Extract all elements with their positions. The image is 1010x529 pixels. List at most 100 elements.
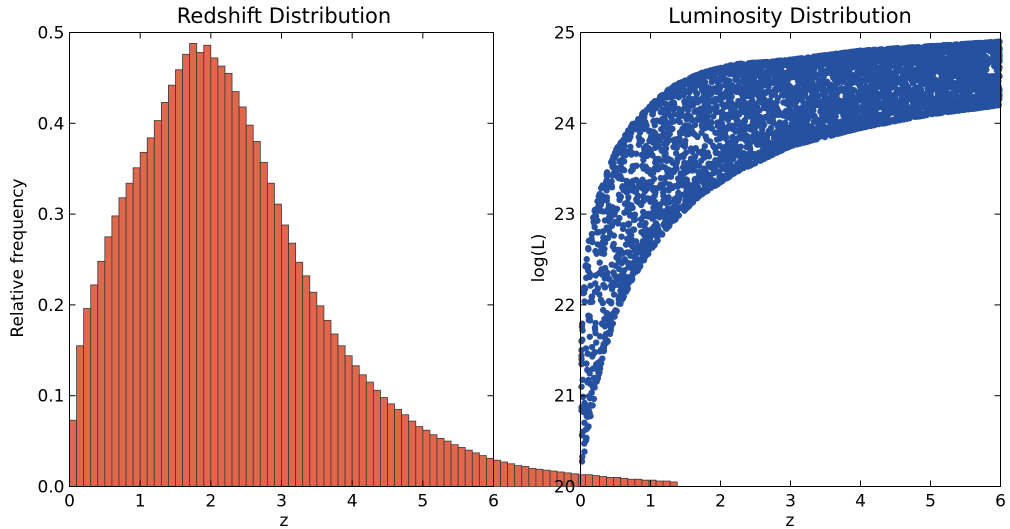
scatter-point	[858, 115, 866, 122]
scatter-point	[732, 76, 739, 84]
histogram-bar	[238, 106, 247, 487]
scatter-point	[713, 104, 720, 111]
scatter-point	[745, 141, 753, 148]
histogram-bar	[224, 72, 233, 487]
scatter-point	[629, 162, 637, 170]
histogram-bar	[69, 419, 77, 487]
histogram-bar	[606, 477, 615, 487]
scatter-point	[588, 230, 596, 238]
scatter-point	[805, 115, 812, 122]
scatter-point	[584, 350, 591, 357]
histogram-bar	[478, 455, 487, 487]
scatter-point	[666, 181, 673, 188]
scatter-point	[665, 172, 672, 180]
histogram-bar	[669, 481, 678, 487]
scatter-point	[620, 158, 628, 165]
scatter-point	[659, 163, 666, 170]
scatter-point	[706, 138, 714, 145]
scatter-point	[649, 138, 657, 146]
scatter-point	[642, 229, 649, 236]
scatter-point	[909, 87, 917, 94]
histogram-bar	[203, 44, 212, 487]
scatter-point	[712, 129, 719, 136]
scatter-point	[792, 141, 800, 148]
scatter-point	[711, 167, 718, 175]
scatter-point	[658, 125, 665, 133]
scatter-point	[878, 92, 886, 100]
scatter-point	[845, 72, 852, 79]
scatter-point	[929, 42, 936, 50]
scatter-point	[583, 256, 590, 263]
histogram-bar	[500, 461, 509, 487]
scatter-point	[807, 78, 815, 86]
scatter-point	[683, 88, 691, 95]
scatter-point	[670, 143, 677, 151]
y-axis-label: Relative frequency	[8, 178, 28, 337]
scatter-point	[597, 296, 605, 304]
scatter-point	[596, 190, 603, 198]
scatter-point	[649, 186, 657, 194]
scatter-point	[608, 261, 615, 268]
histogram-bar	[443, 440, 452, 487]
x-axis-label: z	[786, 511, 795, 529]
scatter-point	[780, 99, 787, 106]
histogram-bar	[394, 408, 403, 487]
scatter-point	[597, 360, 605, 367]
scatter-point	[902, 52, 909, 60]
scatter-point	[581, 298, 588, 305]
scatter-point	[642, 219, 649, 227]
histogram-bar	[196, 52, 205, 487]
scatter-point	[609, 172, 616, 179]
histogram-bar	[153, 120, 162, 487]
ticks: 0 1 2 3 4 5 60.00.10.20.30.40.5	[37, 24, 498, 512]
histogram-bar	[210, 57, 219, 487]
scatter-point	[692, 89, 700, 97]
scatter-point	[657, 109, 665, 116]
scatter-point	[757, 87, 765, 95]
scatter-point	[883, 104, 890, 111]
scatter-point	[623, 249, 631, 256]
scatter-point	[815, 78, 823, 86]
scatter-point	[862, 77, 869, 85]
scatter-point	[631, 216, 639, 223]
scatter-point	[708, 67, 715, 74]
scatter-point	[728, 62, 736, 70]
histogram-bar	[514, 465, 523, 487]
scatter-point	[596, 269, 603, 277]
scatter-point	[658, 210, 666, 218]
scatter-point	[726, 160, 733, 167]
scatter-point	[962, 67, 969, 75]
histogram-bar	[662, 480, 671, 487]
histogram-bar	[634, 478, 643, 487]
scatter-point	[731, 148, 738, 155]
scatter-point	[594, 285, 602, 292]
scatter-point	[870, 64, 877, 71]
scatter-point	[674, 193, 681, 200]
scatter-point	[583, 434, 590, 442]
scatter-point	[639, 162, 646, 170]
scatter-point	[612, 164, 620, 172]
scatter-point	[689, 102, 696, 109]
scatter-point	[593, 361, 600, 368]
scatter-point	[662, 198, 670, 205]
scatter-point	[658, 230, 666, 238]
scatter-point	[630, 261, 637, 269]
scatter-point	[671, 82, 678, 89]
x-tick-label: 5	[417, 492, 428, 512]
scatter-point	[588, 389, 595, 396]
scatter-point	[856, 83, 864, 90]
scatter-point	[586, 394, 594, 402]
scatter-point	[731, 84, 738, 91]
scatter-point	[615, 258, 623, 265]
histogram-bar	[274, 203, 282, 487]
scatter-point	[754, 119, 762, 127]
scatter-point	[759, 98, 766, 105]
scatter-point	[634, 266, 641, 274]
scatter-point	[941, 56, 948, 63]
scatter-point	[965, 54, 972, 61]
y-tick-label: 0.4	[37, 114, 64, 134]
scatter-points	[578, 38, 1003, 465]
histogram-bar	[521, 466, 530, 487]
scatter-point	[581, 399, 588, 407]
histogram-bar	[471, 452, 480, 487]
